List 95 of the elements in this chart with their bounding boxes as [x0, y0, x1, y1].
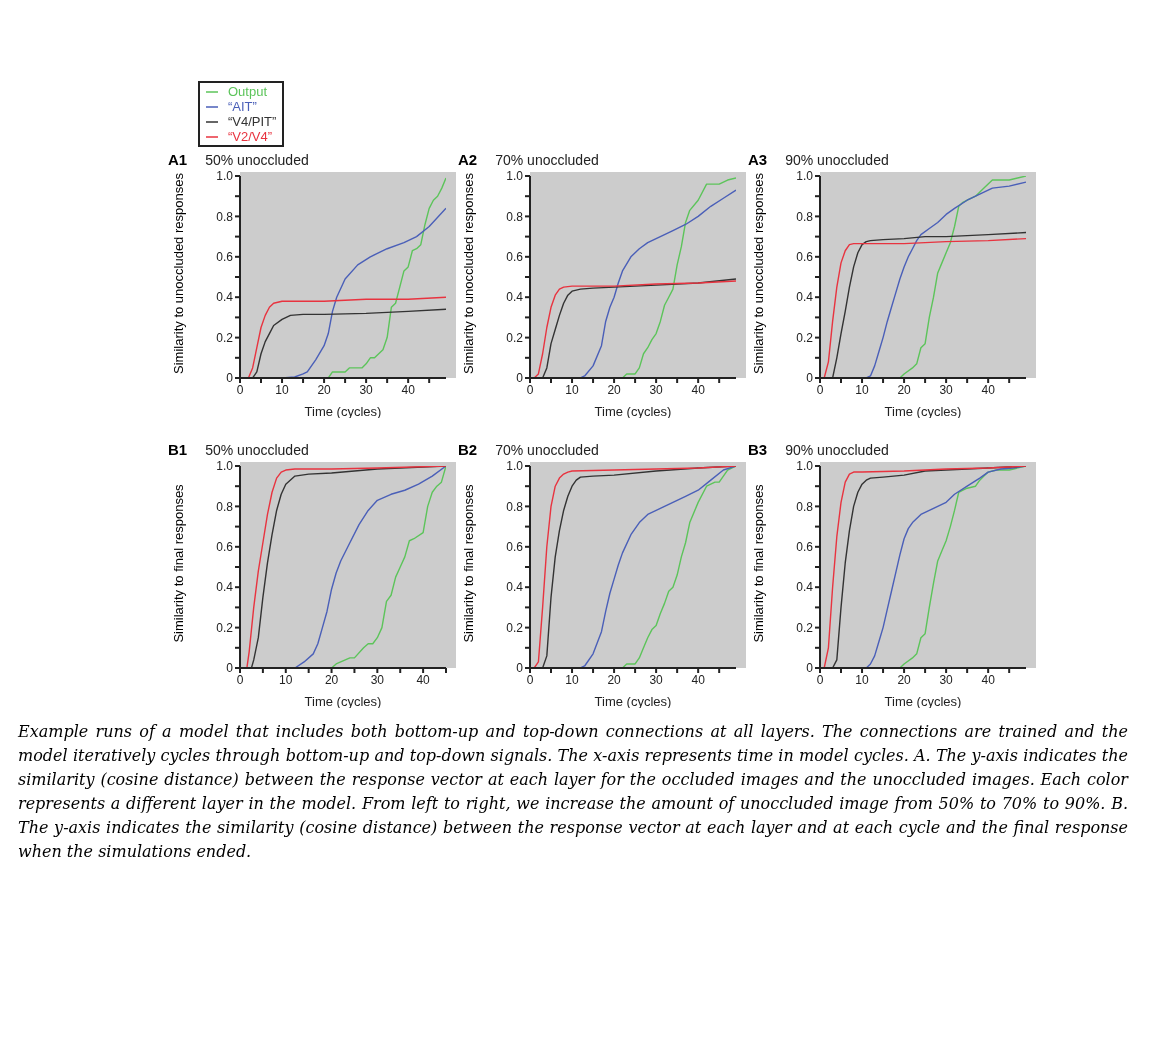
x-axis-title: Time (cycles): [594, 694, 672, 709]
chart-subtitle: 50% unoccluded: [205, 152, 309, 168]
y-tick-label: 0.2: [796, 330, 814, 345]
y-axis-title: Similarity to final responses: [750, 483, 766, 643]
x-tick-label: 0: [236, 382, 244, 397]
y-tick-label: 0.4: [796, 580, 814, 595]
y-tick-label: 0.8: [216, 499, 234, 514]
y-tick-label: 0: [516, 371, 524, 386]
x-tick-label: 0: [816, 672, 824, 687]
y-tick-label: 0.8: [506, 209, 524, 224]
x-axis-title: Time (cycles): [304, 694, 382, 709]
x-tick-label: 20: [897, 382, 912, 397]
x-tick-label: 20: [607, 672, 622, 687]
y-tick-label: 0.2: [796, 620, 814, 635]
chart-title: B2: [458, 441, 478, 458]
y-tick-label: 1.0: [506, 169, 524, 184]
y-tick-label: 0: [806, 371, 814, 386]
y-axis-title: Similarity to final responses: [460, 483, 476, 643]
chart-title: B1: [168, 441, 188, 458]
x-tick-label: 40: [401, 382, 416, 397]
x-tick-label: 30: [939, 672, 954, 687]
x-tick-label: 0: [236, 672, 244, 687]
x-tick-label: 10: [855, 382, 870, 397]
chart-subtitle: 90% unoccluded: [785, 152, 889, 168]
chart-subtitle: 70% unoccluded: [495, 442, 599, 458]
x-tick-label: 10: [275, 382, 290, 397]
y-tick-label: 1.0: [796, 459, 814, 474]
y-axis-title: Similarity to final responses: [170, 483, 186, 643]
y-tick-label: 0.8: [796, 499, 814, 514]
y-axis-title: Similarity to unoccluded responses: [460, 172, 476, 374]
y-axis-title: Similarity to unoccluded responses: [170, 172, 186, 374]
x-tick-label: 30: [939, 382, 954, 397]
legend-label: Output: [228, 84, 268, 99]
chart-title: A2: [458, 151, 478, 168]
y-tick-label: 0.8: [796, 209, 814, 224]
y-tick-label: 1.0: [796, 169, 814, 184]
chart-title: B3: [748, 441, 768, 458]
legend-label: “AIT”: [228, 99, 257, 114]
x-tick-label: 40: [981, 672, 996, 687]
chart-subtitle: 70% unoccluded: [495, 152, 599, 168]
x-tick-label: 30: [649, 672, 664, 687]
x-tick-label: 20: [324, 672, 339, 687]
chart-title: A1: [168, 151, 188, 168]
x-tick-label: 30: [359, 382, 374, 397]
chart-subtitle: 90% unoccluded: [785, 442, 889, 458]
y-tick-label: 0: [806, 661, 814, 676]
x-axis-title: Time (cycles): [304, 404, 382, 419]
x-tick-label: 10: [855, 672, 870, 687]
y-tick-label: 0.8: [506, 499, 524, 514]
x-tick-label: 30: [370, 672, 385, 687]
x-tick-label: 20: [317, 382, 332, 397]
y-tick-label: 0.4: [216, 580, 234, 595]
x-tick-label: 0: [816, 382, 824, 397]
x-axis-title: Time (cycles): [884, 404, 962, 419]
y-tick-label: 0.6: [506, 250, 524, 265]
y-tick-label: 0: [516, 661, 524, 676]
y-tick-label: 1.0: [216, 169, 234, 184]
x-tick-label: 20: [897, 672, 912, 687]
x-tick-label: 40: [691, 672, 706, 687]
y-tick-label: 0.2: [216, 330, 234, 345]
x-axis-title: Time (cycles): [884, 694, 962, 709]
x-tick-label: 10: [279, 672, 293, 687]
x-tick-label: 0: [526, 382, 534, 397]
legend-label: “V2/V4”: [228, 129, 273, 144]
y-tick-label: 0.2: [506, 620, 524, 635]
x-tick-label: 0: [526, 672, 534, 687]
x-tick-label: 40: [981, 382, 996, 397]
y-tick-label: 0.8: [216, 209, 234, 224]
x-tick-label: 40: [691, 382, 706, 397]
chart-subtitle: 50% unoccluded: [205, 442, 309, 458]
y-tick-label: 0.2: [216, 620, 234, 635]
y-tick-label: 0.6: [216, 540, 234, 555]
y-tick-label: 0.4: [796, 290, 814, 305]
y-tick-label: 0.6: [216, 250, 234, 265]
y-tick-label: 0.4: [506, 580, 524, 595]
x-tick-label: 10: [565, 382, 580, 397]
x-axis-title: Time (cycles): [594, 404, 672, 419]
y-axis-title: Similarity to unoccluded responses: [750, 172, 766, 374]
y-tick-label: 0.6: [506, 540, 524, 555]
y-tick-label: 0.4: [506, 290, 524, 305]
text: Example runs of a model that includes both bottom-up and top-down connections at all layers. The connections are trained and the model iteratively cycles through bottom-up and top-down signals. The x-axis represents time in model cycles. A. The y-axis indicates the similarity (cosine distance) between the response vector at each layer for the occluded images and the unoccluded images. Each color represents a different layer in the model. From left to right, we increase the amount of unoccluded image from 50% to 70% to 90%. B. The y-axis indicates the similarity (cosine distance) between the response vector at each layer and at each cycle and the final response when the simulations ended.: [18, 721, 1128, 863]
y-tick-label: 0: [226, 661, 234, 676]
y-tick-label: 0.6: [796, 250, 814, 265]
y-tick-label: 0.4: [216, 290, 234, 305]
chart-title: A3: [748, 151, 768, 168]
x-tick-label: 20: [607, 382, 622, 397]
y-tick-label: 0: [226, 371, 234, 386]
x-tick-label: 30: [649, 382, 664, 397]
y-tick-label: 1.0: [216, 459, 234, 474]
y-tick-label: 0.6: [796, 540, 814, 555]
x-tick-label: 10: [565, 672, 580, 687]
y-tick-label: 1.0: [506, 459, 524, 474]
legend-label: “V4/PIT”: [228, 114, 277, 129]
y-tick-label: 0.2: [506, 330, 524, 345]
x-tick-label: 40: [416, 672, 431, 687]
